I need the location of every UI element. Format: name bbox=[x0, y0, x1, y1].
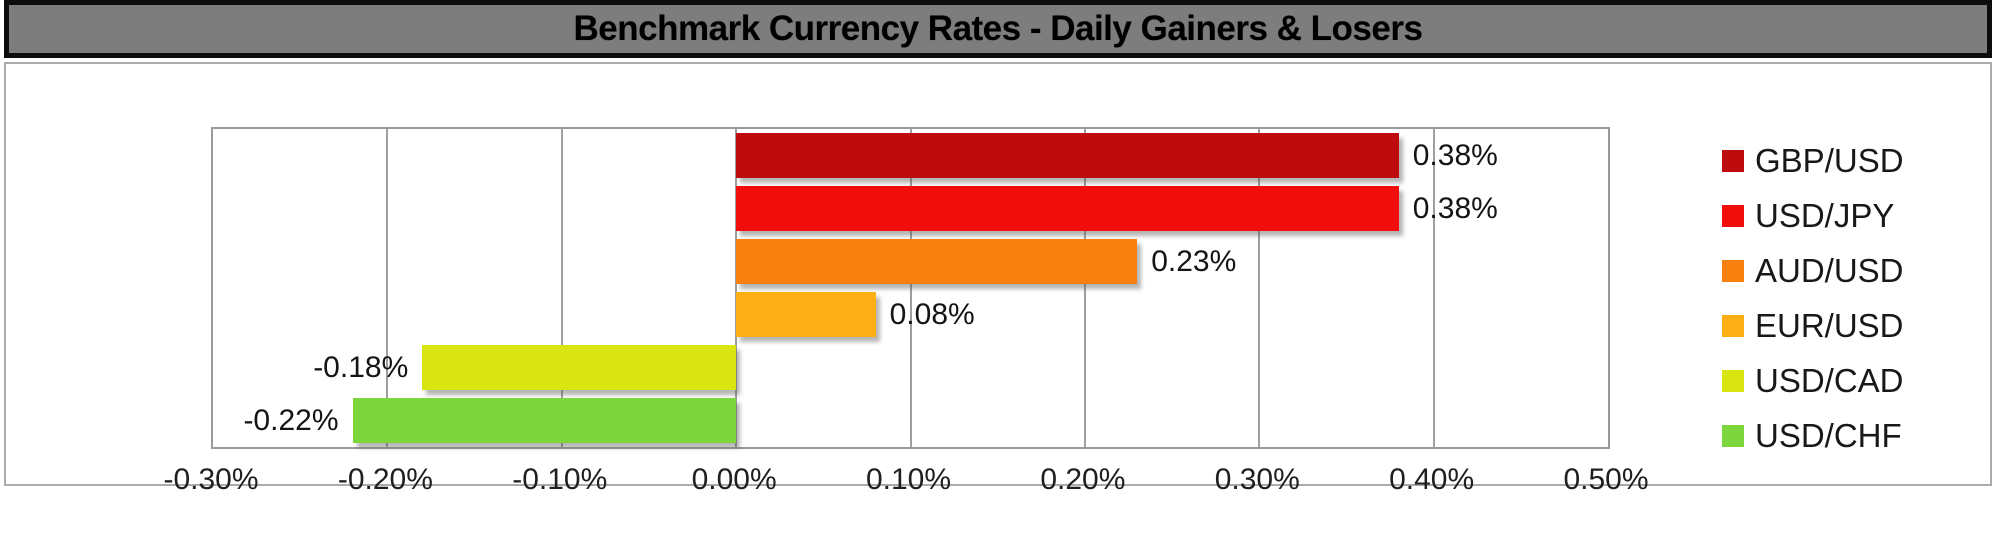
bar-value-label: 0.38% bbox=[1412, 138, 1498, 172]
bar-value-label: 0.23% bbox=[1151, 244, 1237, 278]
legend: GBP/USD USD/JPY AUD/USD EUR/USD USD/CAD USD/C… bbox=[1722, 64, 1992, 553]
x-axis-tick-label: -0.20% bbox=[337, 463, 433, 496]
x-axis: -0.30% -0.20% -0.10% 0.00% 0.10% 0.20% 0.30% 0.… bbox=[163, 463, 1648, 505]
x-axis-tick-label: 0.10% bbox=[865, 463, 952, 496]
chart-title-bar: Benchmark Currency Rates - Daily Gainers… bbox=[4, 0, 1992, 58]
gridline bbox=[1432, 129, 1435, 447]
chart-title: Benchmark Currency Rates - Daily Gainers… bbox=[573, 9, 1423, 48]
bar-eur-usd[interactable] bbox=[736, 292, 876, 337]
gridline bbox=[735, 129, 738, 447]
legend-label: EUR/USD bbox=[1755, 307, 1904, 344]
legend-label: USD/CHF bbox=[1755, 417, 1902, 454]
legend-swatch-icon bbox=[1722, 205, 1744, 227]
legend-label: USD/JPY bbox=[1755, 197, 1895, 234]
bar-value-label: -0.18% bbox=[313, 350, 409, 384]
bar-value-label: 0.08% bbox=[889, 297, 975, 331]
bar-usd-chf[interactable] bbox=[352, 398, 737, 443]
legend-label: AUD/USD bbox=[1755, 252, 1904, 289]
x-axis-tick-label: 0.40% bbox=[1389, 463, 1475, 496]
legend-item-usd-cad[interactable]: USD/CAD bbox=[1722, 362, 1904, 400]
legend-item-usd-jpy[interactable]: USD/JPY bbox=[1722, 197, 1894, 235]
legend-label: USD/CAD bbox=[1755, 362, 1904, 399]
gridline bbox=[1258, 129, 1261, 447]
plot-area: 0.38% 0.38% 0.23% 0.08% -0.18% -0.22% bbox=[211, 127, 1610, 449]
legend-item-usd-chf[interactable]: USD/CHF bbox=[1722, 417, 1902, 455]
x-axis-tick-label: 0.20% bbox=[1040, 463, 1126, 496]
legend-item-gbp-usd[interactable]: GBP/USD bbox=[1722, 142, 1904, 180]
x-axis-tick-label: -0.10% bbox=[512, 463, 608, 496]
bar-usd-cad[interactable] bbox=[422, 345, 737, 390]
legend-swatch-icon bbox=[1722, 260, 1744, 282]
bar-gbp-usd[interactable] bbox=[736, 133, 1399, 178]
bar-value-label: 0.38% bbox=[1412, 191, 1498, 225]
x-axis-tick-label: 0.30% bbox=[1214, 463, 1300, 496]
legend-label: GBP/USD bbox=[1755, 142, 1904, 179]
legend-swatch-icon bbox=[1722, 150, 1744, 172]
bar-usd-jpy[interactable] bbox=[736, 186, 1399, 231]
bar-value-label: -0.22% bbox=[243, 403, 339, 437]
currency-rates-chart: { "title": "Benchmark Currency Rates - D… bbox=[4, 0, 1992, 496]
gridline bbox=[909, 129, 912, 447]
gridline bbox=[1083, 129, 1086, 447]
x-axis-tick-label: 0.00% bbox=[691, 463, 777, 496]
legend-item-aud-usd[interactable]: AUD/USD bbox=[1722, 252, 1904, 290]
legend-swatch-icon bbox=[1722, 370, 1744, 392]
legend-item-eur-usd[interactable]: EUR/USD bbox=[1722, 307, 1904, 345]
x-axis-tick-label: 0.50% bbox=[1563, 463, 1649, 496]
x-axis-tick-label: -0.30% bbox=[163, 463, 259, 496]
bar-aud-usd[interactable] bbox=[736, 239, 1138, 284]
gridline bbox=[560, 129, 563, 447]
legend-swatch-icon bbox=[1722, 425, 1744, 447]
gridline bbox=[386, 129, 389, 447]
chart-area: 0.38% 0.38% 0.23% 0.08% -0.18% -0.22% -0.30% -… bbox=[4, 62, 1992, 496]
legend-swatch-icon bbox=[1722, 315, 1744, 337]
